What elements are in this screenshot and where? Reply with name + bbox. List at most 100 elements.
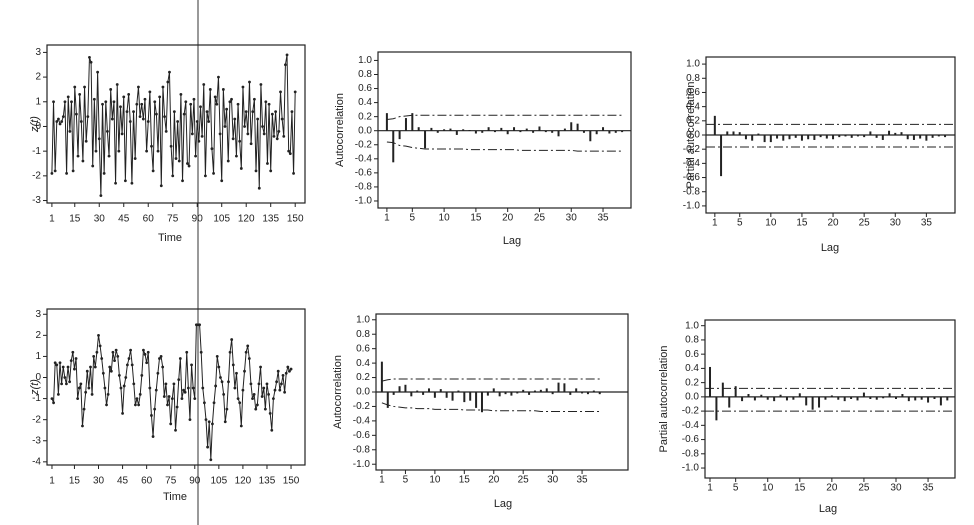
bar — [510, 392, 513, 396]
bar — [544, 130, 547, 133]
plot-frame — [704, 319, 956, 479]
y-tick-label: 0.0 — [356, 387, 370, 398]
bar — [919, 135, 922, 139]
y-tick-label: 0.2 — [358, 111, 372, 122]
confidence-bound — [381, 378, 600, 382]
x-tick-label: 60 — [141, 476, 153, 487]
x-tick-label: 25 — [518, 475, 530, 486]
y-tick-label: 0.4 — [356, 358, 370, 369]
bar — [586, 392, 589, 395]
bar — [927, 396, 930, 403]
bar — [760, 394, 763, 397]
x-tick-label: 135 — [262, 214, 279, 225]
y-tick-label: 0.2 — [685, 377, 699, 388]
x-tick-label: 30 — [93, 476, 105, 487]
bar — [545, 388, 548, 392]
y-tick-label: 1.0 — [358, 55, 372, 66]
x-axis-label: Lag — [503, 235, 521, 247]
y-tick-label: -0.6 — [683, 172, 701, 183]
confidence-bound — [386, 141, 623, 152]
y-tick-label: 0.4 — [685, 363, 699, 374]
bar — [862, 392, 865, 397]
bar — [516, 392, 519, 394]
y-tick-label: -0.4 — [353, 416, 371, 427]
y-tick-label: 0.2 — [686, 115, 700, 126]
x-tick-label: 10 — [429, 475, 441, 486]
bar — [525, 128, 528, 131]
bar — [763, 135, 766, 143]
y-tick-label: -2 — [32, 170, 41, 181]
bar — [481, 130, 484, 133]
x-tick-label: 10 — [765, 218, 777, 229]
bar — [398, 386, 401, 392]
bar — [813, 135, 816, 140]
bar — [832, 135, 835, 140]
x-axis-label: Lag — [821, 242, 839, 254]
x-tick-label: 10 — [762, 483, 774, 494]
bar — [563, 128, 566, 131]
y-tick-label: 0.6 — [686, 87, 700, 98]
bar — [734, 386, 737, 397]
bar — [939, 396, 942, 406]
bar — [439, 389, 442, 392]
x-tick-label: 1 — [707, 483, 713, 494]
bar — [925, 135, 928, 141]
bar — [800, 135, 803, 141]
confidence-bound — [386, 114, 623, 120]
x-tick-label: 120 — [235, 476, 252, 487]
bar — [422, 392, 425, 395]
bar — [785, 396, 788, 401]
y-tick-label: 0.8 — [686, 73, 700, 84]
y-tick-label: 0.8 — [356, 329, 370, 340]
y-tick-label: 0.6 — [358, 83, 372, 94]
x-tick-label: 5 — [403, 475, 409, 486]
bar — [766, 396, 769, 400]
bar — [595, 130, 598, 135]
bar — [726, 131, 729, 135]
bar — [538, 126, 541, 131]
x-tick-label: 1 — [49, 214, 55, 225]
bar — [404, 118, 407, 131]
y-tick-label: 0.2 — [356, 372, 370, 383]
x-tick-label: 1 — [712, 218, 718, 229]
bar — [709, 366, 712, 397]
y-tick-label: -1.0 — [683, 201, 701, 212]
bar — [738, 132, 741, 135]
y-tick-label: -0.2 — [682, 406, 700, 417]
bar — [856, 396, 859, 401]
y-tick-label: -3 — [32, 195, 41, 206]
bar — [931, 135, 934, 138]
x-tick-label: 1 — [49, 476, 55, 487]
bar — [906, 135, 909, 140]
bar — [830, 395, 833, 397]
confidence-bound — [381, 402, 600, 412]
bar — [570, 122, 573, 131]
bar — [576, 123, 579, 131]
y-axis-label: z(t) — [29, 379, 41, 396]
y-tick-label: -1 — [32, 393, 41, 404]
x-tick-label: 35 — [577, 475, 589, 486]
y-tick-label: 0.6 — [685, 349, 699, 360]
y-tick-label: -0.8 — [683, 186, 701, 197]
x-tick-label: 15 — [69, 214, 81, 225]
bar — [480, 392, 483, 413]
bar — [468, 130, 471, 131]
series-line — [50, 53, 297, 197]
x-tick-label: 35 — [597, 213, 609, 224]
x-tick-label: 30 — [890, 483, 902, 494]
x-tick-label: 105 — [210, 476, 227, 487]
x-tick-label: 1 — [379, 475, 385, 486]
bar — [469, 392, 472, 401]
y-axis-label: Partial autocorrelation — [658, 345, 670, 452]
bar — [782, 135, 785, 141]
y-tick-label: 0 — [35, 372, 41, 383]
x-axis-label: Lag — [819, 503, 837, 515]
bar — [773, 396, 776, 402]
bar — [522, 389, 525, 392]
x-tick-label: 105 — [213, 214, 230, 225]
bar — [757, 133, 760, 135]
bar — [424, 130, 427, 149]
bar — [894, 396, 897, 399]
plot-frame — [46, 44, 306, 204]
